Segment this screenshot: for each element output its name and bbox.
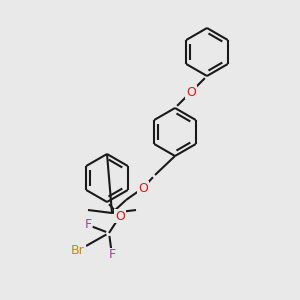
Text: F: F (84, 218, 92, 232)
Text: F: F (108, 248, 116, 262)
Text: O: O (115, 209, 125, 223)
Text: O: O (138, 182, 148, 194)
Text: O: O (186, 85, 196, 98)
Text: Br: Br (71, 244, 85, 256)
